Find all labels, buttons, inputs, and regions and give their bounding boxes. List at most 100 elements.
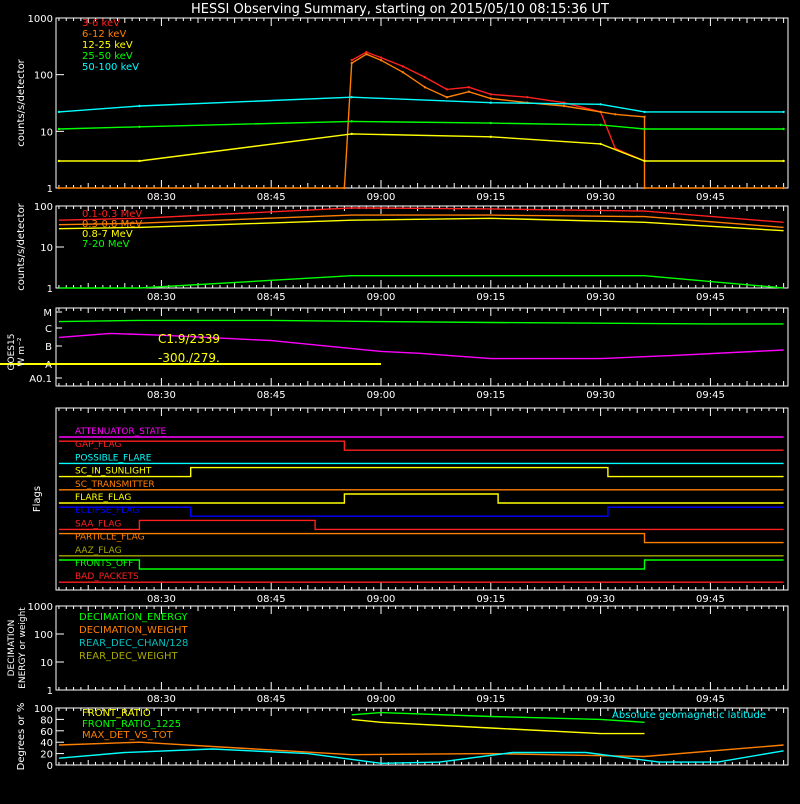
series-line-front-ratio-1225 <box>351 711 645 723</box>
goes-annotation-class: C1.9/2339 <box>158 332 220 346</box>
data-point <box>643 186 646 190</box>
data-point <box>401 71 405 74</box>
flag-label: SAA_FLAG <box>75 519 121 529</box>
x-tick-label: 09:00 <box>367 390 396 401</box>
data-point <box>138 159 141 163</box>
x-tick-label: 09:45 <box>696 192 725 203</box>
x-tick-label: 08:30 <box>147 390 176 401</box>
y-tick-label: 1 <box>47 686 53 697</box>
series-line-max-det-vs-tot <box>58 741 784 758</box>
flag-label: FRONTS_OFF <box>75 559 133 569</box>
data-point <box>423 76 427 79</box>
y-tick-label: 1000 <box>28 602 53 613</box>
flag-label: ECLIPSE_FLAG <box>75 506 139 516</box>
legend-entry: MAX_DET_VS_TOT <box>82 730 174 741</box>
flag-label: FLARE_FLAG <box>75 493 131 503</box>
flag-label: GAP_FLAG <box>75 440 121 450</box>
data-point <box>57 186 61 190</box>
y-tick-label: 1 <box>47 184 53 195</box>
data-point <box>57 110 61 114</box>
x-tick-label: 09:15 <box>476 292 505 303</box>
data-point <box>423 86 427 89</box>
data-point <box>350 120 353 123</box>
data-point <box>365 52 368 56</box>
series-line-0-1-0-3-mev <box>58 207 784 223</box>
flag-label: PARTICLE_FLAG <box>75 533 145 543</box>
x-tick-label: 09:30 <box>586 390 615 401</box>
x-tick-label: 08:30 <box>147 594 176 605</box>
flag-label: AAZ_FLAG <box>75 546 122 556</box>
goes-class-label: B <box>45 342 52 353</box>
x-tick-label: 09:00 <box>367 192 396 203</box>
data-point <box>782 159 785 163</box>
series-line-6-12-kev <box>58 53 784 189</box>
flag-line-sc-in-sunlight <box>58 466 784 478</box>
panel-frame <box>55 17 789 189</box>
y-tick-label: 10 <box>40 243 53 254</box>
data-point <box>350 96 353 99</box>
x-tick-label: 08:30 <box>147 192 176 203</box>
y-tick-label: 0 <box>47 761 53 772</box>
x-tick-label: 08:30 <box>147 694 176 705</box>
data-point <box>599 110 602 114</box>
data-point <box>138 125 141 129</box>
x-tick-label: 09:45 <box>696 292 725 303</box>
series-line-goes-long <box>58 319 784 325</box>
goes-class-label: C <box>45 324 52 335</box>
flag-line-eclipse-flag <box>58 506 784 517</box>
data-point <box>489 97 493 100</box>
legend-entry: FRONT_RATIO_1225 <box>82 719 181 730</box>
flag-line-saa-flag <box>58 519 784 531</box>
y-tick-label: 10 <box>40 127 53 138</box>
panel-flags: Flags ATTENUATOR_STATE GAP_FLAG POSSIBLE_FL… <box>32 407 789 605</box>
panel-frame <box>55 307 789 387</box>
data-point <box>138 104 141 108</box>
goes-class-label: A0.1 <box>29 374 52 385</box>
data-point <box>643 115 646 119</box>
y-axis-label: counts/s/detector <box>16 202 27 290</box>
y-axis-label: Degrees or % <box>16 703 27 771</box>
x-tick-label: 09:15 <box>476 594 505 605</box>
series-line-0-3-0-8-mev <box>58 214 784 229</box>
data-point <box>350 61 353 65</box>
legend-entry: REAR_DEC_WEIGHT <box>79 651 178 662</box>
data-point <box>445 96 449 99</box>
series-line-50-100-kev <box>58 96 784 113</box>
data-point <box>365 50 368 54</box>
flag-label: BAD_PACKETS <box>75 572 139 582</box>
y-tick-label: 100 <box>34 704 53 715</box>
data-point <box>138 186 141 190</box>
x-tick-label: 09:30 <box>586 694 615 705</box>
y-tick-label: 10 <box>40 658 53 669</box>
x-tick-label: 08:45 <box>257 594 286 605</box>
data-point <box>350 59 353 62</box>
x-tick-label: 09:15 <box>476 694 505 705</box>
series-line-goes-short <box>58 332 784 360</box>
goes-annotation-value: -300./279. <box>158 351 220 365</box>
series-line-0-8-7-mev <box>58 217 784 232</box>
panel-decimation: 1 10 100 1000 DECIMATION ENERGY or weight DECI… <box>7 602 789 705</box>
x-tick-label: 09:30 <box>586 192 615 203</box>
legend-entry: DECIMATION_ENERGY <box>79 612 188 623</box>
flag-label: ATTENUATOR_STATE <box>75 427 167 437</box>
data-point <box>57 159 61 163</box>
y-tick-label: 60 <box>40 727 53 738</box>
data-point <box>489 93 493 96</box>
data-point <box>343 186 346 190</box>
series-line-front-ratio <box>351 718 645 735</box>
data-point <box>467 90 471 93</box>
series-line-7-20-mev <box>58 275 784 289</box>
data-point <box>526 96 529 99</box>
legend-entry: 3-6 keV <box>82 18 120 29</box>
goes-class-label: A <box>45 360 52 371</box>
data-point <box>379 59 383 62</box>
data-point <box>350 132 353 136</box>
series-line-absolute-geomagnetic-latitude <box>58 748 784 765</box>
data-point <box>782 110 785 114</box>
legend-entry: 7-20 MeV <box>82 239 130 250</box>
flag-line-gap-flag <box>58 440 784 451</box>
flag-line-flare-flag <box>58 493 784 504</box>
